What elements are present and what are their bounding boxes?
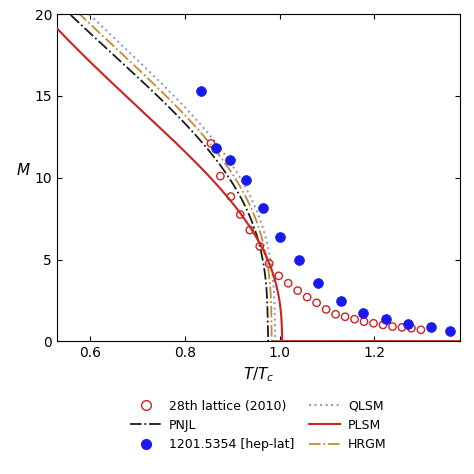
Point: [337, 297, 345, 305]
Point: [303, 293, 311, 301]
Point: [243, 176, 250, 184]
Point: [404, 320, 411, 328]
Point: [428, 324, 435, 331]
Point: [447, 327, 454, 335]
Point: [313, 299, 320, 307]
Point: [294, 287, 301, 294]
Point: [246, 226, 254, 234]
Point: [207, 140, 215, 147]
Point: [332, 310, 339, 318]
Point: [351, 315, 358, 323]
Point: [379, 321, 387, 329]
Point: [256, 243, 264, 250]
Point: [417, 326, 425, 334]
Point: [259, 204, 267, 212]
Point: [295, 256, 302, 264]
Point: [217, 173, 224, 180]
Point: [341, 313, 349, 320]
Point: [227, 193, 235, 201]
Point: [237, 211, 244, 219]
Point: [408, 324, 415, 332]
Point: [276, 234, 283, 241]
Point: [360, 318, 368, 326]
X-axis label: $T/T_c$: $T/T_c$: [243, 366, 274, 384]
Point: [275, 272, 283, 280]
Point: [284, 280, 292, 287]
Point: [398, 324, 406, 331]
Legend: 28th lattice (2010), PNJL, 1201.5354 [hep-lat], QLSM, PLSM, HRGM: 28th lattice (2010), PNJL, 1201.5354 [he…: [124, 393, 393, 457]
Point: [265, 260, 273, 267]
Point: [370, 319, 377, 327]
Point: [198, 87, 205, 95]
Y-axis label: $M$: $M$: [16, 162, 31, 178]
Point: [389, 323, 396, 330]
Point: [226, 156, 234, 164]
Point: [359, 310, 366, 317]
Point: [383, 315, 390, 323]
Point: [322, 306, 330, 313]
Point: [314, 280, 321, 287]
Point: [212, 145, 219, 152]
